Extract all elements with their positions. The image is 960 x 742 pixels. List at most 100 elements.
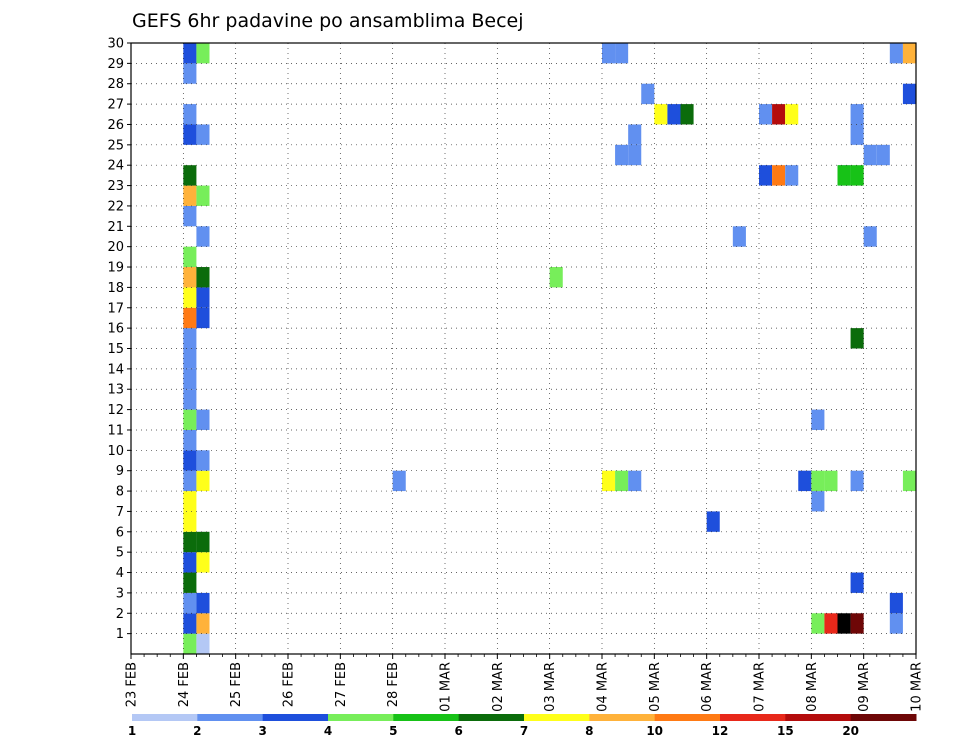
y-tick-label: 10 bbox=[107, 444, 124, 459]
chart-title: GEFS 6hr padavine po ansamblima Becej bbox=[132, 10, 524, 32]
heatmap-cell bbox=[183, 287, 197, 308]
heatmap-cell bbox=[785, 104, 799, 125]
y-tick-label: 4 bbox=[116, 566, 124, 581]
colorbar-swatch bbox=[328, 714, 394, 721]
y-tick-label: 20 bbox=[107, 240, 124, 255]
plot-area-frame bbox=[130, 42, 917, 655]
colorbar-label: 4 bbox=[324, 724, 332, 738]
heatmap-cell bbox=[183, 389, 197, 410]
heatmap-cells bbox=[183, 43, 916, 654]
x-tick-label: 04 MAR bbox=[596, 662, 611, 712]
heatmap-cell bbox=[196, 43, 210, 64]
y-tick-label: 23 bbox=[107, 179, 124, 194]
y-tick-label: 2 bbox=[116, 607, 124, 622]
y-tick-label: 3 bbox=[116, 586, 124, 601]
y-tick-label: 22 bbox=[107, 199, 124, 214]
heatmap-cell bbox=[902, 83, 916, 105]
colorbar-label: 12 bbox=[712, 724, 729, 738]
heatmap-cell bbox=[183, 267, 197, 288]
heatmap-cell bbox=[798, 470, 812, 492]
heatmap-cell bbox=[183, 205, 197, 227]
heatmap-cell bbox=[602, 470, 616, 492]
y-tick-label: 17 bbox=[107, 301, 124, 316]
x-tick-label: 28 FEB bbox=[386, 662, 401, 707]
x-tick-label: 23 FEB bbox=[125, 662, 140, 707]
y-tick-label: 25 bbox=[107, 138, 124, 153]
heatmap-cell bbox=[811, 613, 825, 634]
y-tick-label: 14 bbox=[107, 362, 124, 377]
heatmap-cell bbox=[706, 511, 720, 532]
colorbar-swatch bbox=[654, 714, 721, 721]
y-tick-label: 12 bbox=[107, 403, 124, 418]
heatmap-cell bbox=[824, 613, 838, 634]
x-tick-label: 09 MAR bbox=[857, 662, 872, 712]
heatmap-cell bbox=[837, 165, 851, 186]
heatmap-cell bbox=[680, 104, 694, 125]
y-tick-label: 19 bbox=[107, 261, 124, 276]
x-tick-label: 24 FEB bbox=[177, 662, 192, 707]
heatmap-cell bbox=[183, 246, 197, 268]
y-tick-label: 16 bbox=[107, 322, 124, 337]
heatmap-cell bbox=[628, 124, 642, 145]
x-tick-label: 05 MAR bbox=[648, 662, 663, 712]
heatmap-cell bbox=[732, 226, 746, 247]
heatmap-cell bbox=[902, 43, 916, 64]
heatmap-cell bbox=[602, 43, 616, 64]
heatmap-cell bbox=[811, 470, 825, 492]
colorbar-label: 1 bbox=[128, 724, 136, 738]
y-tick-label: 15 bbox=[107, 342, 124, 357]
heatmap-cell bbox=[183, 165, 197, 186]
colorbar-legend: 1 2 3 4 5 6 7 8 10 12 15 20 bbox=[128, 714, 917, 738]
x-tick-label: 02 MAR bbox=[491, 662, 506, 712]
heatmap-cell bbox=[183, 552, 197, 573]
colorbar-swatch bbox=[393, 714, 460, 721]
grid-lines bbox=[131, 43, 916, 654]
heatmap-cell bbox=[196, 613, 210, 634]
heatmap-cell bbox=[811, 409, 825, 430]
y-tick-label: 13 bbox=[107, 383, 124, 398]
heatmap-cell bbox=[183, 348, 197, 369]
heatmap-cell bbox=[196, 307, 210, 329]
heatmap-cell bbox=[889, 613, 903, 634]
heatmap-cell bbox=[183, 633, 197, 654]
x-axis: 23 FEB 24 FEB 25 FEB 26 FEB 27 FEB 28 FEB 01 M… bbox=[125, 654, 925, 712]
heatmap-cell bbox=[183, 511, 197, 532]
colorbar-label: 5 bbox=[389, 724, 397, 738]
heatmap-cell bbox=[183, 63, 197, 84]
y-tick-label: 7 bbox=[116, 505, 124, 520]
y-tick-label: 6 bbox=[116, 525, 124, 540]
heatmap-cell bbox=[183, 531, 197, 553]
heatmap-cell bbox=[196, 287, 210, 308]
colorbar-swatch bbox=[524, 714, 590, 721]
heatmap-cell bbox=[876, 144, 890, 166]
x-tick-label: 01 MAR bbox=[439, 662, 454, 712]
heatmap-cell bbox=[183, 43, 197, 64]
heatmap-cell bbox=[183, 429, 197, 451]
heatmap-cell bbox=[196, 592, 210, 614]
heatmap-cell bbox=[759, 104, 773, 125]
heatmap-cell bbox=[654, 104, 668, 125]
heatmap-cell bbox=[196, 470, 210, 492]
heatmap-cell bbox=[902, 470, 916, 492]
colorbar-swatch bbox=[262, 714, 329, 721]
x-tick-label: 10 MAR bbox=[910, 662, 925, 712]
y-tick-label: 9 bbox=[116, 464, 124, 479]
y-tick-label: 26 bbox=[107, 118, 124, 133]
heatmap-cell bbox=[785, 165, 799, 186]
colorbar-label: 3 bbox=[258, 724, 266, 738]
heatmap-cell bbox=[183, 124, 197, 145]
heatmap-cell bbox=[811, 491, 825, 512]
x-tick-label: 08 MAR bbox=[805, 662, 820, 712]
y-tick-label: 5 bbox=[116, 546, 124, 561]
colorbar-swatch bbox=[458, 714, 525, 721]
heatmap-cell bbox=[615, 470, 629, 492]
y-tick-label: 28 bbox=[107, 77, 124, 92]
colorbar-swatch bbox=[197, 714, 264, 721]
heatmap-cell bbox=[183, 185, 197, 206]
heatmap-cell bbox=[850, 613, 864, 634]
colorbar-swatch bbox=[785, 714, 852, 721]
heatmap-cell bbox=[863, 226, 877, 247]
heatmap-cell bbox=[628, 470, 642, 492]
heatmap-cell bbox=[392, 470, 406, 492]
heatmap-cell bbox=[183, 572, 197, 593]
